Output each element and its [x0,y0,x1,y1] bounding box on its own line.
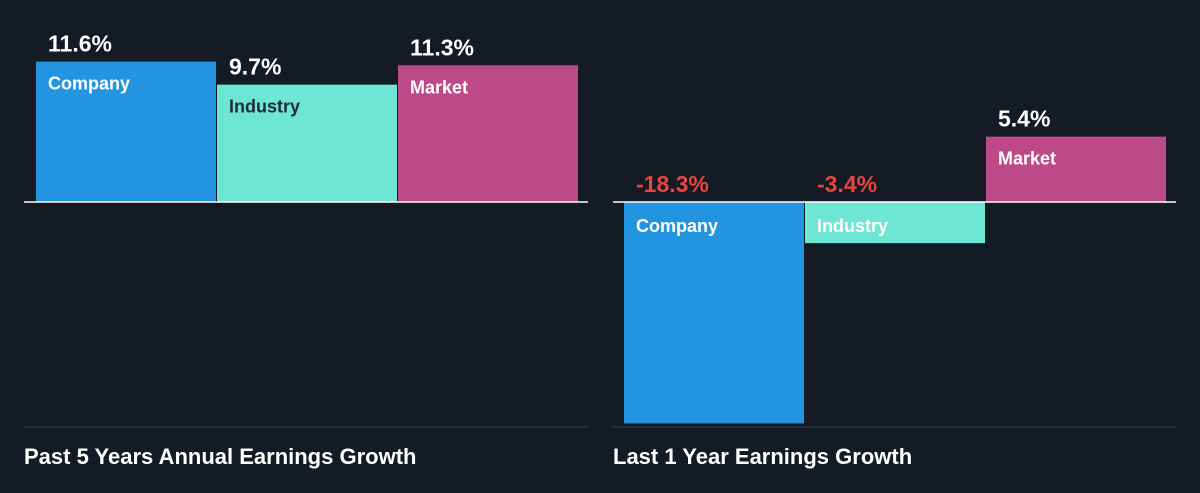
bar-last-1-year-industry [805,202,985,244]
category-label-last-1-year-industry: Industry [817,216,888,236]
value-label-past-5-years-market: 11.3% [410,34,474,60]
chart-title-past-5-years: Past 5 Years Annual Earnings Growth [24,444,417,469]
value-label-last-1-year-market: 5.4% [998,106,1050,132]
bar-past-5-years-industry [217,84,397,202]
category-label-past-5-years-market: Market [410,77,468,97]
chart-title-last-1-year: Last 1 Year Earnings Growth [613,444,913,469]
bar-last-1-year-market [986,136,1166,202]
bar-last-1-year-company [624,202,804,424]
bar-past-5-years-market [398,65,578,203]
category-label-last-1-year-market: Market [998,149,1056,169]
value-label-past-5-years-company: 11.6% [48,31,112,57]
category-label-past-5-years-company: Company [48,74,130,94]
category-label-past-5-years-industry: Industry [229,97,300,117]
category-label-last-1-year-company: Company [636,216,718,236]
bar-past-5-years-company [36,61,216,202]
value-label-past-5-years-industry: 9.7% [229,54,281,80]
value-label-last-1-year-industry: -3.4% [817,171,877,197]
value-label-last-1-year-company: -18.3% [636,171,709,197]
